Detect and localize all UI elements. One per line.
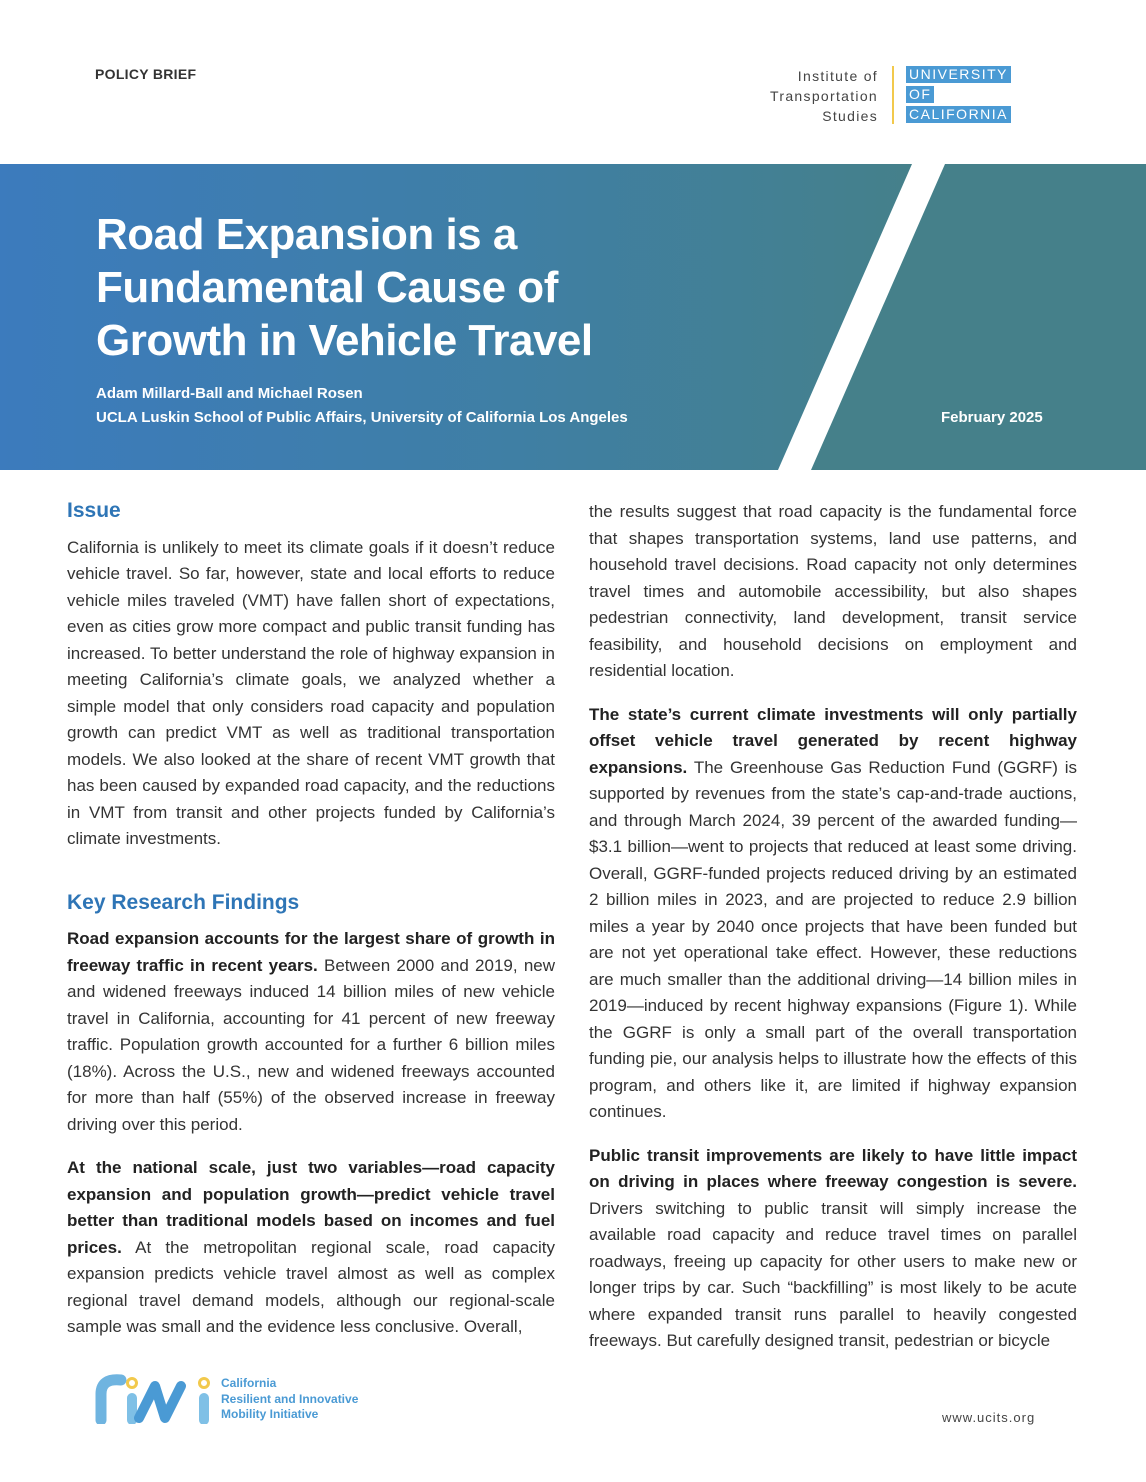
finding-text: Drivers switching to public transit will…	[589, 1198, 1077, 1351]
rmi-line: Mobility Initiative	[221, 1407, 319, 1421]
finding-paragraph: At the national scale, just two variable…	[67, 1155, 555, 1341]
findings-heading: Key Research Findings	[67, 890, 300, 914]
uc-line: UNIVERSITY	[906, 66, 1012, 83]
left-column: Issue California is unlikely to meet its…	[67, 498, 555, 1358]
rmi-logo	[95, 1374, 210, 1424]
diagonal-stripe-graphic	[778, 164, 1146, 470]
publication-date: February 2025	[941, 409, 1043, 426]
uc-line: CALIFORNIA	[906, 106, 1012, 123]
issue-heading: Issue	[67, 499, 121, 522]
title-line: Growth in Vehicle Travel	[96, 316, 593, 365]
logo-divider	[892, 66, 894, 124]
finding-lead: Public transit improvements are likely t…	[589, 1145, 1077, 1192]
finding-text: The Greenhouse Gas Reduction Fund (GGRF)…	[589, 757, 1077, 1122]
finding-paragraph: The state’s current climate investments …	[589, 702, 1077, 1126]
rmi-logo-text: California Resilient and Innovative Mobi…	[221, 1376, 358, 1423]
uc-line: OF	[906, 86, 935, 103]
page-title: Road Expansion is a Fundamental Cause of…	[96, 208, 593, 367]
its-logo-text: Institute of Transportation Studies	[740, 66, 878, 126]
finding-lead: At the national scale, just two variable…	[67, 1158, 555, 1257]
uc-logo: UNIVERSITY OF CALIFORNIA	[906, 66, 1012, 126]
finding-paragraph: Road expansion accounts for the largest …	[67, 926, 555, 1138]
finding-lead: Road expansion accounts for the largest …	[67, 929, 555, 975]
finding-text: Between 2000 and 2019, new and widened f…	[67, 955, 556, 1134]
finding-lead: The state’s current climate investments …	[589, 704, 1077, 777]
footer-url[interactable]: www.ucits.org	[942, 1410, 1036, 1425]
right-column: the results suggest that road capacity i…	[589, 499, 1077, 1372]
title-line: Road Expansion is a	[96, 210, 517, 259]
its-line: Transportation	[770, 88, 878, 104]
its-line: Institute of	[797, 68, 878, 84]
its-line: Studies	[822, 108, 878, 124]
rmi-line: California	[221, 1376, 277, 1390]
document-kicker: POLICY BRIEF	[95, 66, 197, 82]
authors: Adam Millard-Ball and Michael Rosen	[96, 385, 363, 402]
continuation-text: the results suggest that road capacity i…	[589, 502, 1077, 680]
title-banner: Road Expansion is a Fundamental Cause of…	[0, 164, 1146, 470]
finding-text: At the metropolitan regional scale, road…	[67, 1237, 555, 1337]
title-line: Fundamental Cause of	[96, 263, 558, 312]
issue-text: California is unlikely to meet its clima…	[67, 537, 555, 849]
affiliation: UCLA Luskin School of Public Affairs, Un…	[96, 409, 628, 426]
finding-paragraph: Public transit improvements are likely t…	[589, 1143, 1077, 1355]
rmi-line: Resilient and Innovative	[221, 1391, 359, 1406]
